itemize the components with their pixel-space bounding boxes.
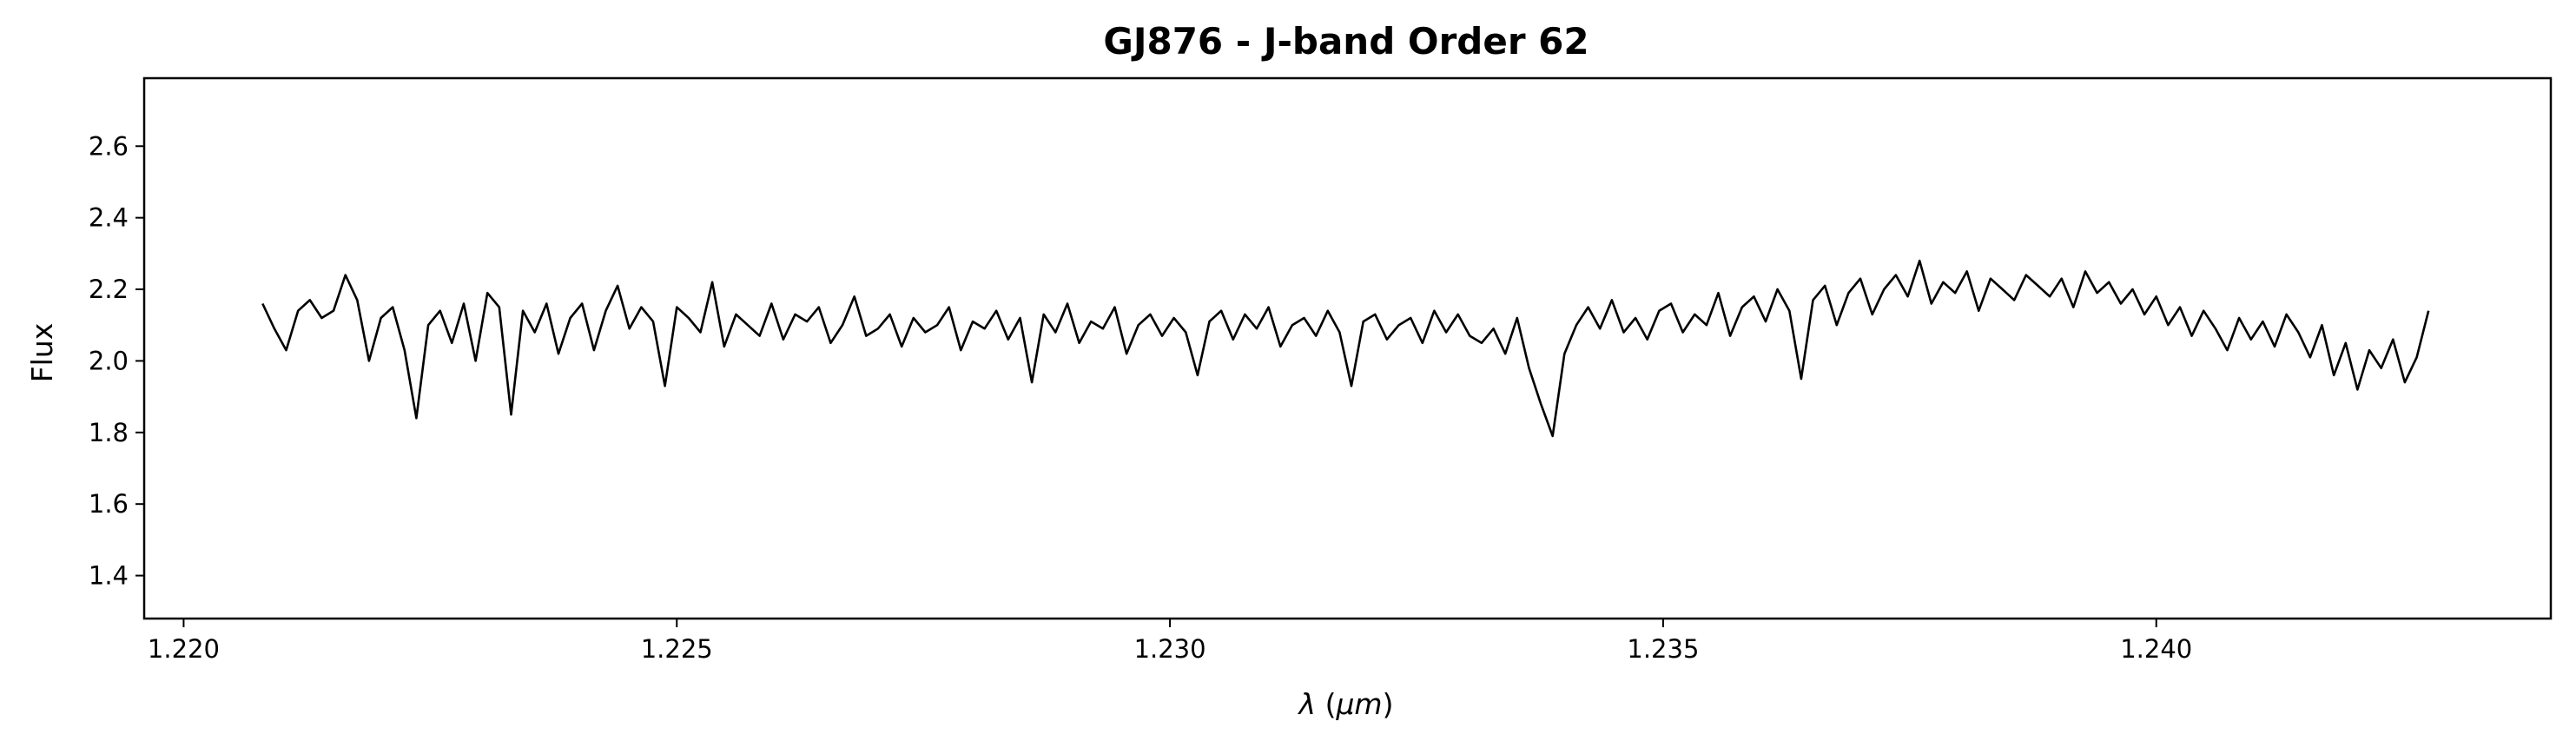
- y-tick-label: 2.0: [89, 346, 129, 375]
- chart-title: GJ876 - J-band Order 62: [1103, 20, 1589, 63]
- x-axis-label-unit-open: (: [1325, 687, 1337, 721]
- x-axis-label: λ (μm): [1298, 687, 1394, 721]
- y-tick-label: 1.4: [89, 561, 129, 591]
- x-axis-ticks: 1.220 1.225 1.230 1.235 1.240: [148, 619, 2192, 664]
- y-tick-label: 2.2: [89, 275, 129, 304]
- y-tick-label: 1.6: [89, 489, 129, 519]
- x-tick-label: 1.235: [1627, 634, 1699, 664]
- x-tick-label: 1.230: [1134, 634, 1206, 664]
- y-tick-label: 2.4: [89, 203, 129, 233]
- plot-frame: [142, 76, 2553, 620]
- spectrum-line: [261, 259, 2430, 438]
- y-axis-ticks: 1.4 1.6 1.8 2.0 2.2 2.4 2.6: [89, 131, 144, 591]
- x-tick-label: 1.225: [641, 634, 713, 664]
- x-tick-label: 1.240: [2120, 634, 2192, 664]
- x-axis-label-unit: μm: [1335, 687, 1382, 721]
- plot-content: [261, 259, 2430, 438]
- y-tick-label: 1.8: [89, 418, 129, 447]
- y-axis-label: Flux: [25, 323, 59, 383]
- x-axis-label-lambda: λ: [1298, 687, 1317, 721]
- x-tick-label: 1.220: [148, 634, 220, 664]
- y-tick-label: 2.6: [89, 131, 129, 161]
- x-axis-label-unit-close: ): [1383, 687, 1394, 721]
